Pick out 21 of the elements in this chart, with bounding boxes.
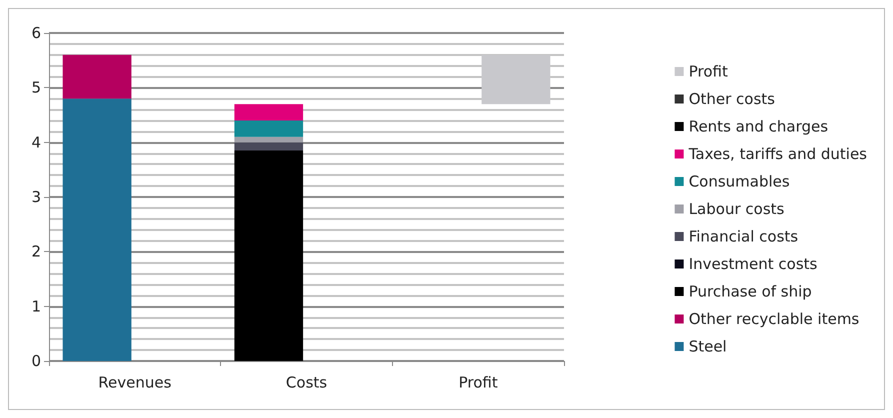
x-tick-label: Profit [458, 374, 498, 392]
y-tick-label: 5 [31, 78, 41, 97]
y-tick-label: 2 [31, 242, 41, 261]
x-tick-label: Revenues [98, 374, 172, 392]
y-tick-label: 1 [31, 297, 41, 316]
legend-label: Purchase of ship [688, 282, 812, 300]
y-tick-label: 0 [31, 352, 41, 370]
x-tick-label: Costs [286, 374, 328, 392]
legend-label: Other costs [688, 90, 776, 108]
legend-label: Financial costs [688, 228, 798, 246]
legend-label: Investment costs [688, 255, 818, 273]
legend-label: Rents and charges [688, 118, 828, 136]
y-tick-label: 6 [31, 24, 41, 42]
legend-label: Labour costs [688, 200, 785, 218]
y-tick-label: 3 [31, 188, 41, 206]
y-tick-label: 4 [31, 133, 41, 152]
legend-label: Taxes, tariffs and duties [688, 145, 868, 163]
legend-label: Profit [688, 62, 728, 80]
legend-label: Other recyclable items [688, 310, 860, 328]
legend-label: Consumables [688, 172, 790, 190]
legend-label: Steel [688, 338, 727, 356]
